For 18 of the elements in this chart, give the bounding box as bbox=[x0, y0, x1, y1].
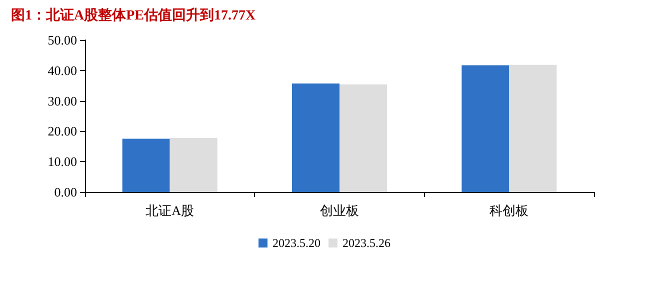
y-tick-label: 30.00 bbox=[48, 93, 77, 108]
bar bbox=[292, 83, 340, 192]
legend-label: 2023.5.26 bbox=[342, 236, 390, 250]
bar bbox=[122, 138, 170, 192]
y-tick-label: 0.00 bbox=[54, 184, 77, 200]
chart-title: 图1：北证A股整体PE估值回升到17.77X bbox=[11, 6, 256, 24]
y-tick-label: 50.00 bbox=[48, 32, 77, 48]
x-tick-label: 创业板 bbox=[320, 203, 359, 218]
y-tick-label: 10.00 bbox=[48, 154, 77, 170]
y-tick-label: 40.00 bbox=[48, 62, 77, 78]
bar bbox=[340, 84, 388, 192]
bar bbox=[170, 138, 218, 192]
x-tick-label: 科创板 bbox=[490, 203, 529, 218]
x-tick-label: 北证A股 bbox=[146, 203, 194, 218]
bar bbox=[509, 64, 557, 192]
bar bbox=[462, 65, 510, 192]
y-tick-label: 20.00 bbox=[48, 124, 77, 139]
legend-label: 2023.5.20 bbox=[272, 236, 320, 250]
